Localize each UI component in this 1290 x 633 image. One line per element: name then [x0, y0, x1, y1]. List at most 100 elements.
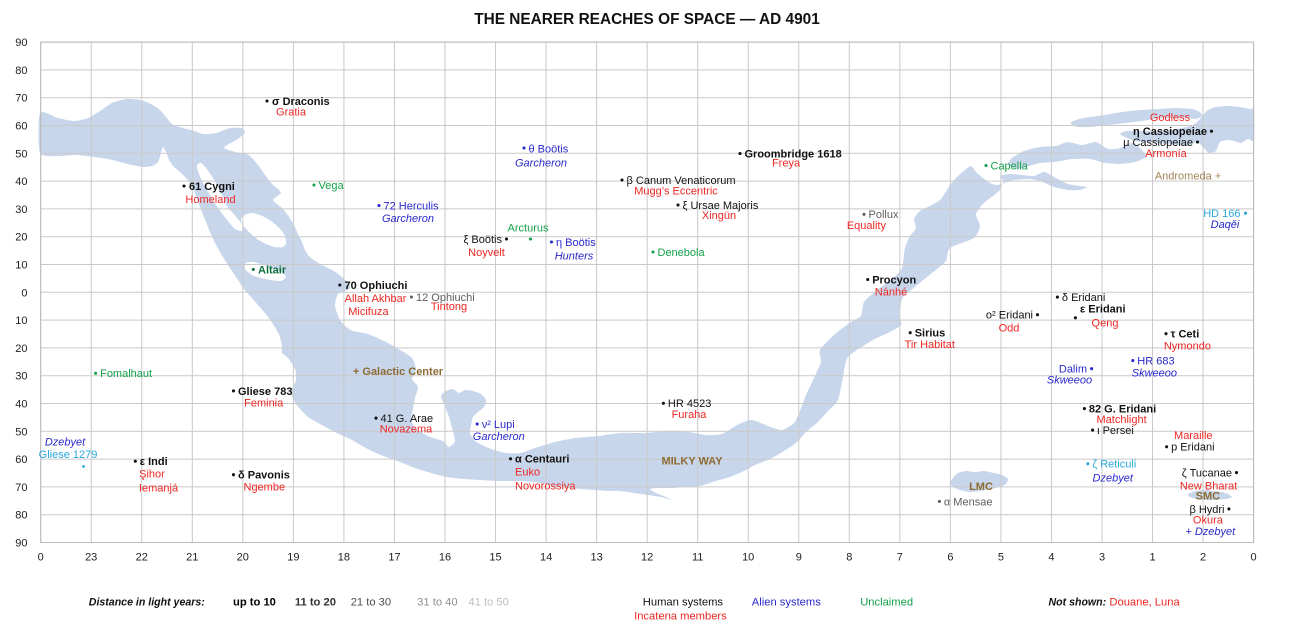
svg-text:5: 5	[998, 552, 1004, 564]
svg-text:ζ Reticuli: ζ Reticuli	[1092, 459, 1136, 471]
svg-text:Equality: Equality	[847, 220, 887, 232]
svg-text:Nánhé: Nánhé	[875, 286, 907, 298]
svg-text:31 to 40: 31 to 40	[417, 596, 457, 608]
svg-text:LMC: LMC	[969, 481, 993, 493]
svg-text:17: 17	[388, 552, 400, 564]
svg-text:Alien systems: Alien systems	[752, 596, 821, 608]
svg-text:10: 10	[742, 552, 754, 564]
svg-text:60: 60	[15, 454, 27, 466]
svg-text:22: 22	[136, 552, 148, 564]
svg-text:Fomalhaut: Fomalhaut	[100, 368, 152, 380]
svg-text:Homeland: Homeland	[185, 194, 235, 206]
svg-text:72 Herculis: 72 Herculis	[384, 200, 440, 212]
svg-text:Vega: Vega	[319, 180, 345, 192]
svg-text:+ Galactic Center: + Galactic Center	[353, 366, 444, 378]
svg-text:Dzebyet: Dzebyet	[45, 436, 86, 448]
svg-text:80: 80	[15, 510, 27, 522]
svg-text:Armonía: Armonía	[1145, 148, 1187, 160]
svg-text:Not shown:: Not shown:	[1049, 596, 1107, 608]
svg-text:Sirius: Sirius	[915, 328, 946, 340]
svg-text:4: 4	[1048, 552, 1054, 564]
svg-text:α Mensae: α Mensae	[944, 496, 993, 508]
svg-text:SMC: SMC	[1196, 491, 1221, 503]
svg-text:Ngembe: Ngembe	[244, 482, 286, 494]
svg-text:18: 18	[338, 552, 350, 564]
svg-text:Iemanjá: Iemanjá	[139, 482, 179, 494]
svg-text:30: 30	[15, 204, 27, 216]
svg-text:10: 10	[15, 260, 27, 272]
svg-text:up to 10: up to 10	[233, 596, 276, 608]
svg-text:Incatena members: Incatena members	[634, 611, 727, 623]
svg-text:70: 70	[15, 93, 27, 105]
svg-text:ε Indi: ε Indi	[140, 456, 168, 468]
svg-text:Distance in light years:: Distance in light years:	[89, 596, 205, 608]
svg-text:p Eridani: p Eridani	[1171, 442, 1214, 454]
svg-text:80: 80	[15, 65, 27, 77]
svg-text:Gliese 783: Gliese 783	[238, 386, 292, 398]
svg-text:β Hydri: β Hydri	[1189, 504, 1224, 516]
svg-text:THE NEARER REACHES OF SPACE —: THE NEARER REACHES OF SPACE — AD 4901	[474, 11, 820, 28]
svg-text:Andromeda +: Andromeda +	[1155, 170, 1221, 182]
svg-text:Capella: Capella	[991, 160, 1029, 172]
svg-text:Şihor: Şihor	[139, 468, 165, 480]
svg-text:Dzebyet: Dzebyet	[1093, 472, 1134, 484]
svg-text:o² Eridani: o² Eridani	[986, 310, 1033, 322]
svg-text:10: 10	[15, 315, 27, 327]
svg-text:Allah Akhbar: Allah Akhbar	[345, 293, 407, 305]
svg-text:Feminia: Feminia	[244, 398, 284, 410]
svg-text:Matchlight: Matchlight	[1097, 414, 1147, 426]
svg-text:Okura: Okura	[1193, 515, 1224, 527]
svg-text:90: 90	[15, 37, 27, 49]
svg-text:0: 0	[38, 552, 44, 564]
svg-text:1: 1	[1149, 552, 1155, 564]
svg-text:Skweeoo: Skweeoo	[1047, 374, 1092, 386]
svg-text:ι Persei: ι Persei	[1097, 425, 1134, 437]
svg-text:70: 70	[15, 482, 27, 494]
svg-text:+ Dzebyet: + Dzebyet	[1185, 526, 1236, 538]
svg-text:30: 30	[15, 371, 27, 383]
svg-text:Procyon: Procyon	[872, 274, 916, 286]
svg-text:40: 40	[15, 399, 27, 411]
svg-text:Odd: Odd	[999, 322, 1020, 334]
svg-text:δ Eridani: δ Eridani	[1062, 292, 1105, 304]
svg-text:Hunters: Hunters	[555, 250, 594, 262]
svg-text:19: 19	[287, 552, 299, 564]
svg-text:12: 12	[641, 552, 653, 564]
svg-text:Micifuza: Micifuza	[348, 306, 389, 318]
svg-text:ζ Tucanae: ζ Tucanae	[1182, 468, 1232, 480]
svg-text:Human systems: Human systems	[643, 596, 724, 608]
svg-text:21: 21	[186, 552, 198, 564]
svg-text:Garcheron: Garcheron	[515, 157, 567, 169]
svg-text:Garcheron: Garcheron	[382, 213, 434, 225]
svg-text:ν² Lupi: ν² Lupi	[482, 419, 515, 431]
svg-text:Godless: Godless	[1150, 112, 1191, 124]
svg-text:50: 50	[15, 148, 27, 160]
svg-text:Pollux: Pollux	[869, 209, 899, 221]
svg-text:α Centauri: α Centauri	[515, 454, 569, 466]
svg-text:90: 90	[15, 538, 27, 550]
svg-text:20: 20	[237, 552, 249, 564]
svg-text:Skweeoo: Skweeoo	[1132, 368, 1177, 380]
svg-text:Garcheron: Garcheron	[473, 431, 525, 443]
svg-text:Tintong: Tintong	[431, 301, 467, 313]
svg-text:New Bharat: New Bharat	[1180, 481, 1237, 493]
svg-text:40: 40	[15, 176, 27, 188]
svg-text:Douane, Luna: Douane, Luna	[1109, 596, 1180, 608]
svg-text:15: 15	[489, 552, 501, 564]
svg-text:Maraille: Maraille	[1174, 430, 1213, 442]
svg-text:Qeng: Qeng	[1092, 317, 1119, 329]
svg-text:6: 6	[947, 552, 953, 564]
svg-text:Novorossiya: Novorossiya	[515, 481, 576, 493]
svg-text:Tir Habitat: Tir Habitat	[905, 339, 955, 351]
svg-text:41 G. Arae: 41 G. Arae	[381, 413, 434, 425]
svg-text:Groombridge 1618: Groombridge 1618	[745, 148, 842, 160]
svg-text:11: 11	[692, 552, 703, 564]
svg-text:20: 20	[15, 232, 27, 244]
svg-text:23: 23	[85, 552, 97, 564]
svg-text:82 G. Eridani: 82 G. Eridani	[1089, 404, 1156, 416]
svg-text:Novazema: Novazema	[380, 424, 433, 436]
svg-text:δ Pavonis: δ Pavonis	[238, 470, 290, 482]
svg-text:9: 9	[796, 552, 802, 564]
svg-text:Daqěi: Daqěi	[1211, 219, 1240, 231]
svg-text:20: 20	[15, 343, 27, 355]
